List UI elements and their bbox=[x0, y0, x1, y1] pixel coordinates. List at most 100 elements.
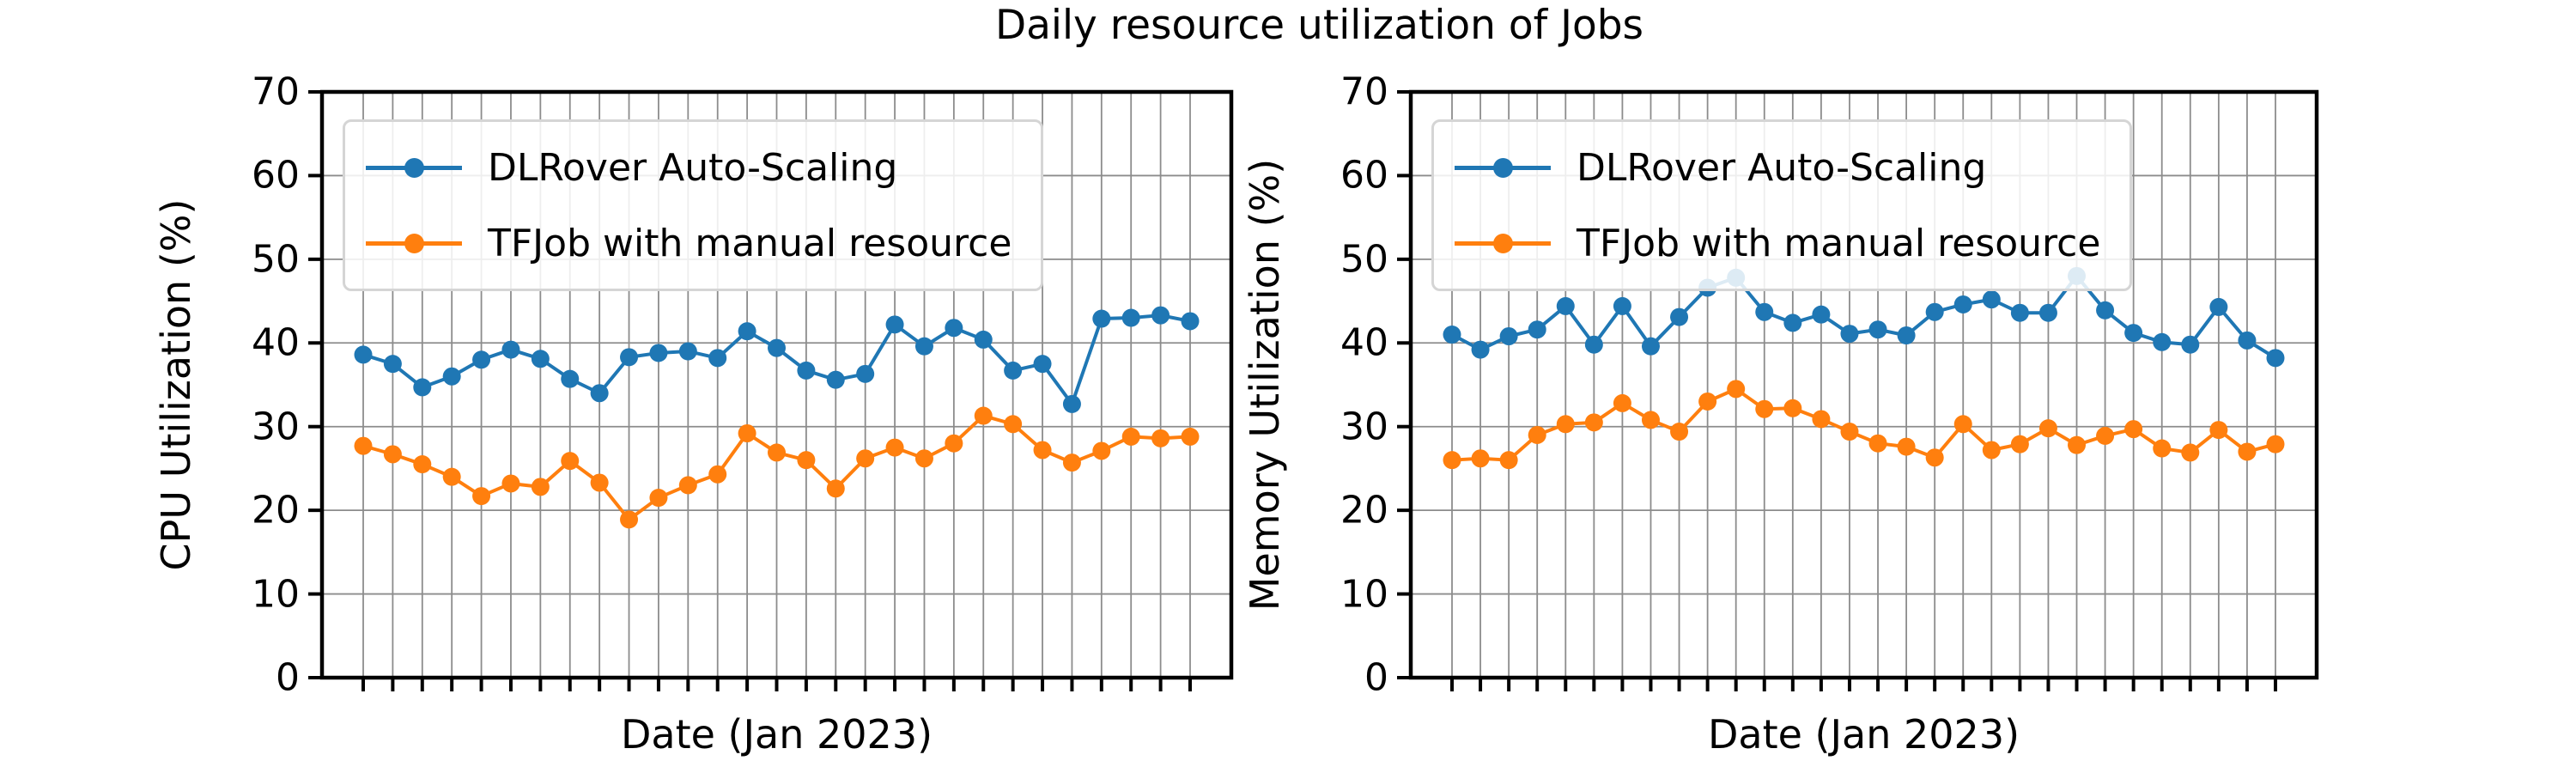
data-point bbox=[2096, 426, 2115, 445]
data-point bbox=[1613, 296, 1631, 315]
data-point bbox=[1982, 290, 2001, 309]
data-point bbox=[1897, 437, 1916, 456]
data-point bbox=[1471, 449, 1490, 468]
data-point bbox=[826, 370, 845, 389]
y-tick-label: 60 bbox=[1340, 153, 1388, 198]
data-point bbox=[1868, 320, 1887, 339]
data-point bbox=[1033, 441, 1052, 460]
data-point bbox=[1840, 423, 1859, 441]
data-point bbox=[2181, 335, 2200, 354]
data-point bbox=[797, 451, 816, 470]
y-tick-label: 50 bbox=[1340, 237, 1388, 282]
data-point bbox=[914, 337, 933, 356]
memory-x-axis-label: Date (Jan 2023) bbox=[1707, 711, 2020, 758]
data-point bbox=[1062, 394, 1081, 413]
data-point bbox=[413, 455, 432, 474]
data-point bbox=[885, 438, 904, 457]
data-point bbox=[856, 364, 875, 383]
chart-title: Daily resource utilization of Jobs bbox=[994, 2, 1644, 49]
data-point bbox=[1528, 425, 1546, 444]
data-point bbox=[1812, 305, 1831, 324]
legend-dot-icon bbox=[404, 234, 424, 253]
data-point bbox=[738, 424, 756, 443]
data-point bbox=[383, 445, 402, 464]
data-point bbox=[1092, 309, 1111, 328]
data-point bbox=[708, 349, 727, 368]
legend-dot-icon bbox=[1493, 234, 1513, 253]
legend-dot-icon bbox=[1493, 158, 1513, 178]
y-tick-label: 10 bbox=[1340, 572, 1388, 617]
data-point bbox=[501, 474, 520, 493]
data-point bbox=[2010, 435, 2029, 453]
data-point bbox=[2068, 435, 2087, 454]
data-point bbox=[768, 338, 786, 357]
data-point bbox=[2266, 435, 2285, 453]
data-point bbox=[561, 369, 580, 388]
legend-label: DLRover Auto-Scaling bbox=[488, 145, 898, 190]
legend-line-marker-icon bbox=[1455, 233, 1551, 253]
data-point bbox=[649, 344, 668, 362]
data-point bbox=[1840, 325, 1859, 344]
y-tick-label: 30 bbox=[1340, 405, 1388, 449]
data-point bbox=[945, 319, 963, 338]
y-tick-label: 70 bbox=[1340, 70, 1388, 114]
legend-line-marker-icon bbox=[366, 157, 462, 178]
data-point bbox=[856, 449, 875, 468]
data-point bbox=[442, 367, 461, 386]
data-point bbox=[1953, 415, 1972, 434]
data-point bbox=[826, 479, 845, 498]
data-point bbox=[1641, 411, 1660, 429]
data-point bbox=[1925, 448, 1944, 467]
memory-legend: DLRover Auto-Scaling TFJob with manual re… bbox=[1431, 119, 2133, 291]
data-point bbox=[501, 340, 520, 359]
data-point bbox=[1868, 434, 1887, 453]
y-tick-label: 40 bbox=[1340, 320, 1388, 365]
data-point bbox=[354, 436, 373, 455]
data-point bbox=[1584, 335, 1603, 354]
cpu-x-axis-label: Date (Jan 2023) bbox=[620, 711, 933, 758]
data-point bbox=[620, 510, 639, 529]
data-point bbox=[531, 478, 550, 496]
data-point bbox=[2153, 439, 2172, 458]
data-point bbox=[531, 350, 550, 368]
data-point bbox=[1121, 308, 1140, 327]
data-point bbox=[974, 330, 993, 349]
data-point bbox=[1755, 302, 1774, 321]
y-tick-label: 30 bbox=[252, 405, 300, 449]
data-point bbox=[1528, 320, 1546, 339]
legend-item: TFJob with manual resource bbox=[1455, 211, 2100, 275]
y-tick-label: 60 bbox=[252, 153, 300, 198]
data-point bbox=[590, 473, 609, 492]
data-point bbox=[885, 315, 904, 334]
data-point bbox=[1783, 399, 1802, 417]
plot-border-memory bbox=[1408, 89, 2319, 680]
data-point bbox=[2038, 419, 2057, 438]
data-point bbox=[1004, 415, 1023, 434]
data-point bbox=[1897, 326, 1916, 345]
data-point bbox=[2124, 324, 2143, 343]
legend-label: TFJob with manual resource bbox=[488, 221, 1012, 265]
y-tick-label: 20 bbox=[1340, 488, 1388, 533]
data-point bbox=[1812, 410, 1831, 429]
data-point bbox=[678, 476, 697, 495]
y-tick-label: 50 bbox=[252, 237, 300, 282]
data-point bbox=[914, 449, 933, 468]
data-point bbox=[1151, 306, 1170, 325]
data-point bbox=[1783, 313, 1802, 332]
data-point bbox=[1670, 423, 1689, 441]
data-point bbox=[1062, 453, 1081, 472]
data-point bbox=[1556, 415, 1575, 434]
data-point bbox=[413, 378, 432, 397]
cpu-legend: DLRover Auto-Scaling TFJob with manual re… bbox=[343, 119, 1044, 291]
y-tick-label: 0 bbox=[1364, 655, 1388, 700]
data-point bbox=[1499, 451, 1518, 470]
data-point bbox=[2266, 349, 2285, 368]
data-point bbox=[383, 355, 402, 374]
data-point bbox=[2038, 303, 2057, 322]
data-point bbox=[2181, 443, 2200, 462]
y-tick-label: 70 bbox=[252, 70, 300, 114]
data-point bbox=[1727, 380, 1746, 399]
data-point bbox=[2124, 420, 2143, 439]
